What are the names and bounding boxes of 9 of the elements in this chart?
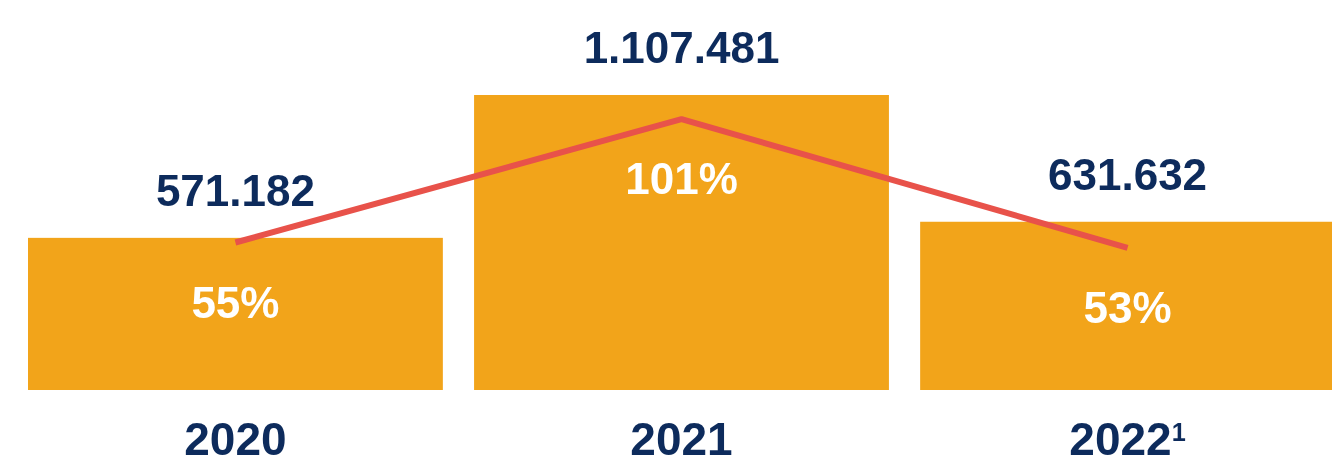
data-label: 631.632 (1048, 149, 1208, 199)
x-tick-label: 2022$^{1}$ (1069, 413, 1186, 461)
data-label: 571.182 (155, 165, 315, 215)
x-tick-label: 2020 (184, 413, 287, 461)
data-label: 101% (625, 154, 738, 204)
data-label: 55% (191, 277, 280, 327)
data-label: 53% (1083, 282, 1172, 332)
x-tick-label: 2021 (630, 413, 733, 461)
data-label: 1.107.481 (583, 23, 780, 72)
